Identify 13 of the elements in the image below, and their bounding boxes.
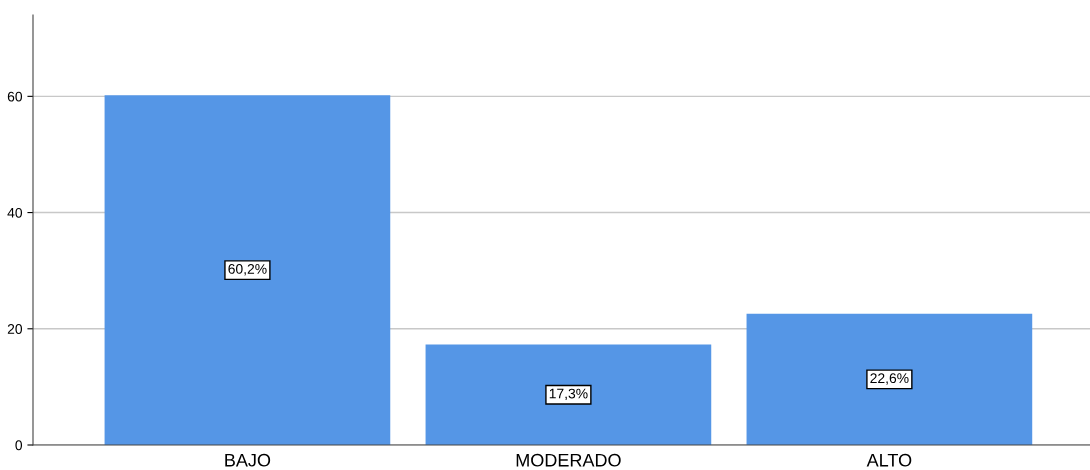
x-tick-label: ALTO	[866, 453, 912, 467]
data-label: 60,2%	[228, 263, 267, 276]
y-tick-label: 40	[7, 207, 23, 218]
data-label: 22,6%	[870, 373, 909, 385]
x-tick-label: BAJO	[225, 453, 271, 467]
bar	[104, 95, 391, 445]
y-tick-label: 60	[7, 91, 23, 102]
y-tick-label: 0	[15, 440, 23, 451]
bar	[746, 313, 1033, 445]
data-label: 17,3%	[549, 388, 588, 401]
bar	[425, 344, 712, 445]
x-tick-label: MODERADO	[516, 453, 621, 467]
y-tick-label: 20	[7, 324, 23, 334]
